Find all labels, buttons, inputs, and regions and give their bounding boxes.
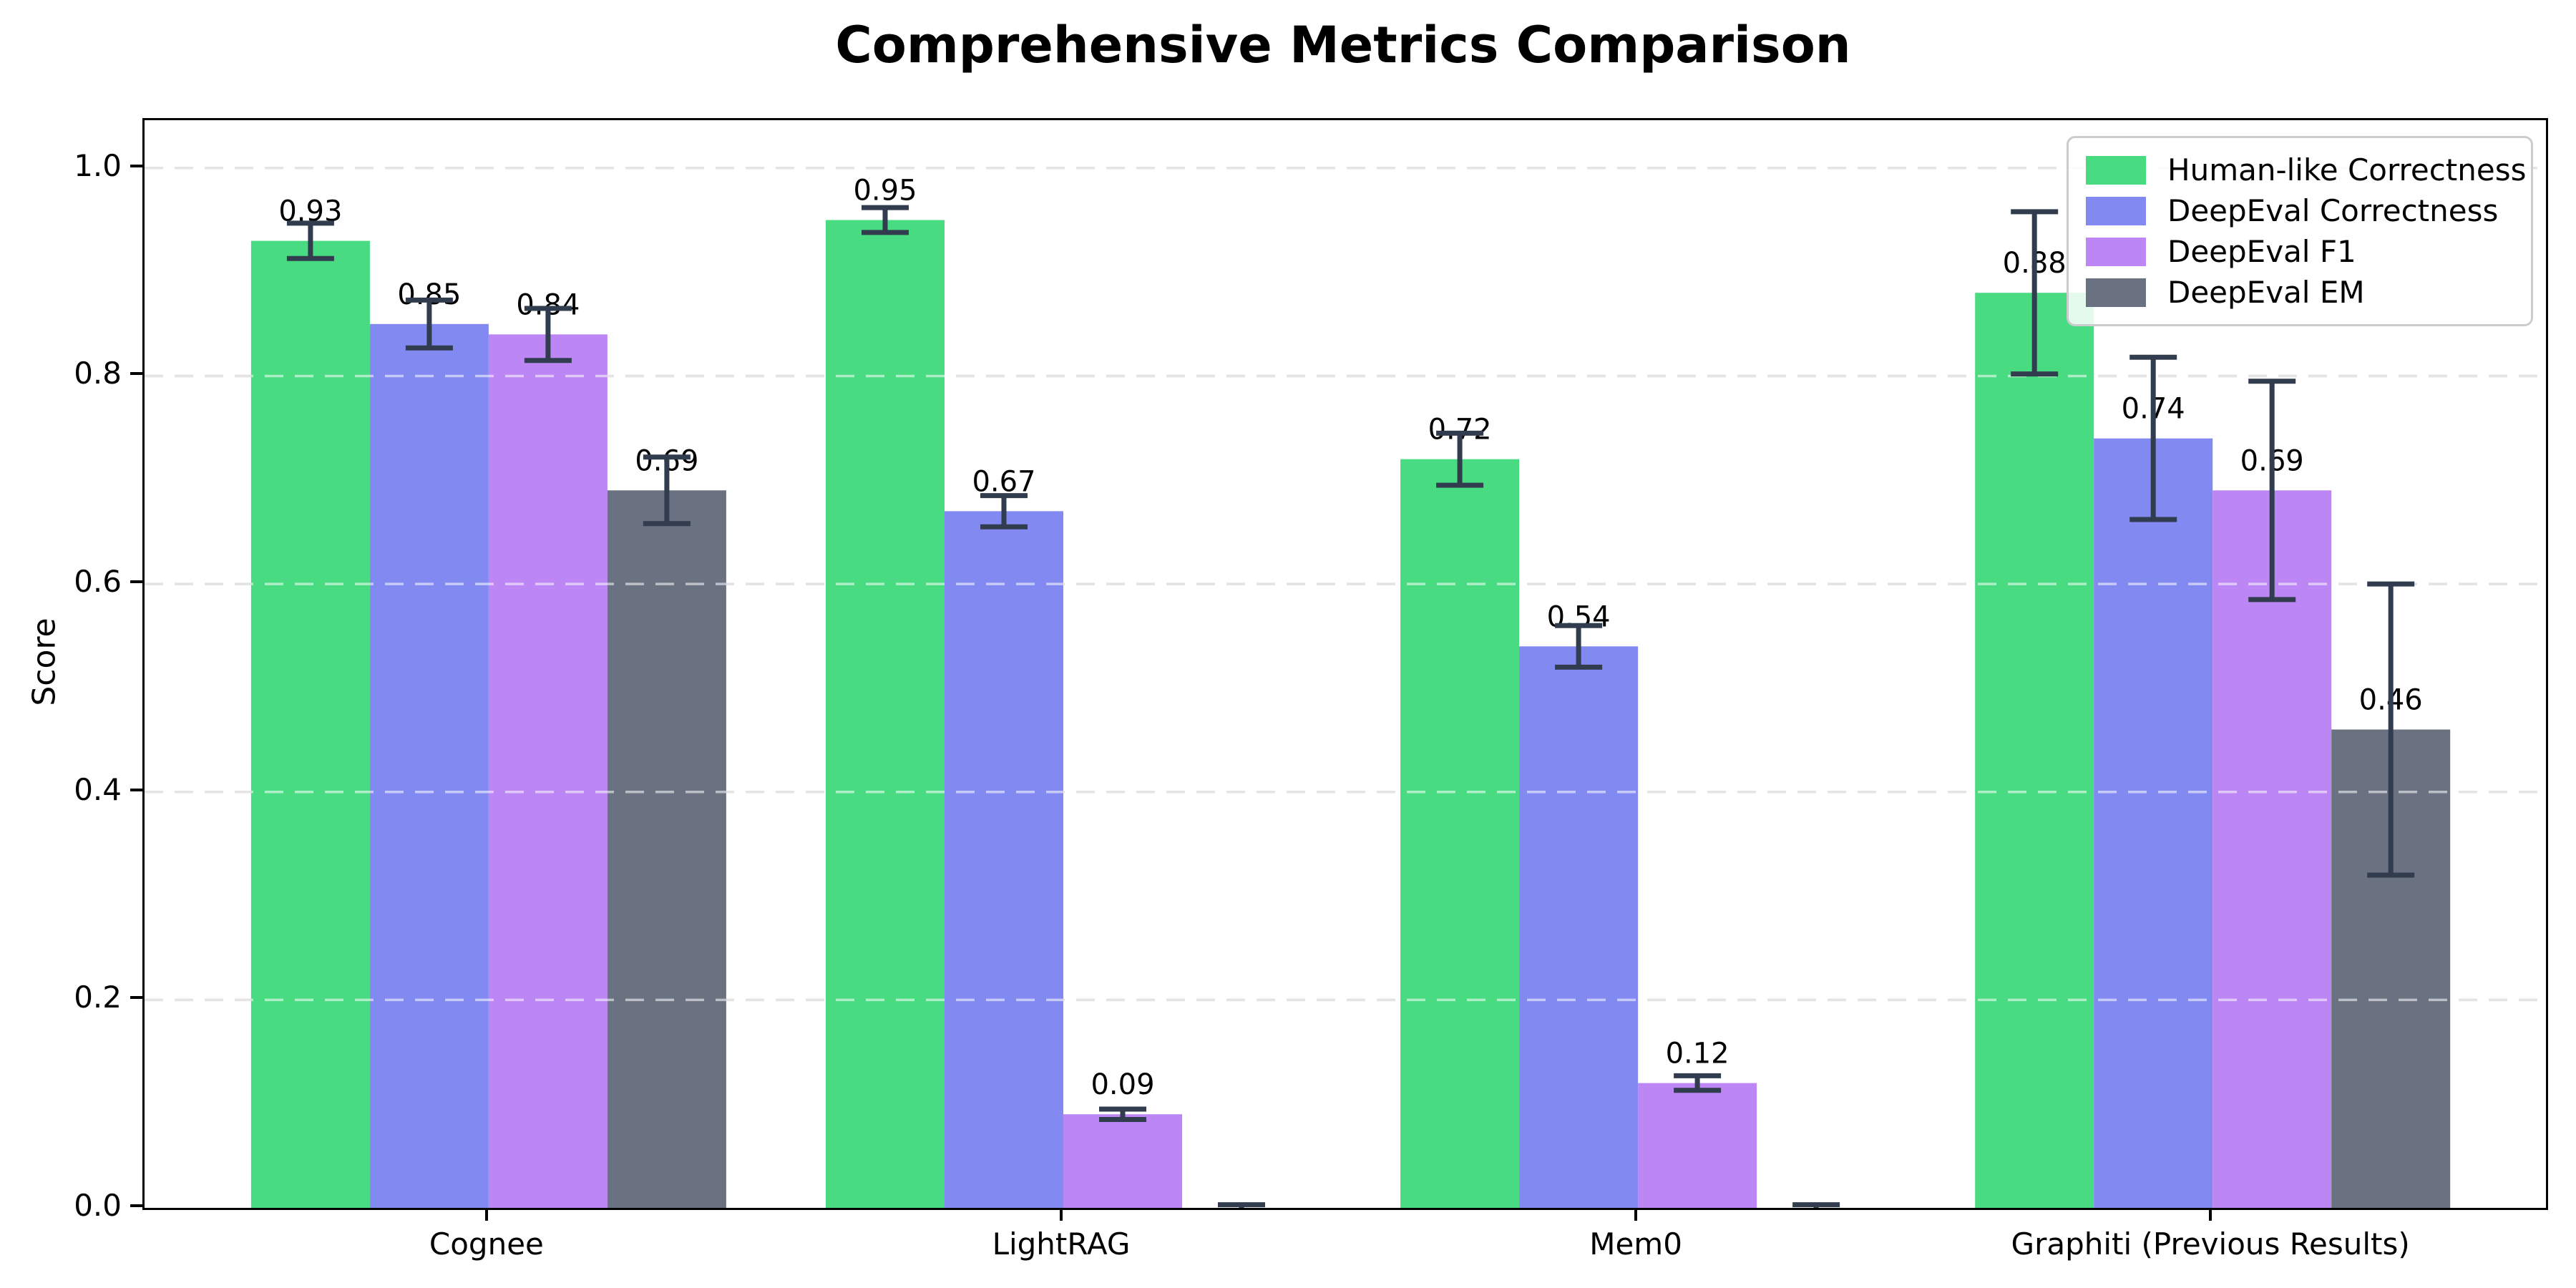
- error-bar: [980, 493, 1028, 530]
- x-tick-mark: [1060, 1208, 1063, 1221]
- legend-label: DeepEval EM: [2167, 275, 2365, 310]
- y-axis-label: Score: [26, 618, 63, 706]
- y-tick-label: 0.0: [74, 1188, 122, 1223]
- x-tick-label: Cognee: [429, 1226, 544, 1262]
- bar: [1638, 1083, 1757, 1208]
- y-tick-mark: [130, 580, 143, 584]
- y-tick-label: 0.6: [74, 564, 122, 600]
- error-bar: [1218, 1202, 1266, 1208]
- bar: [1975, 293, 2094, 1208]
- error-bar: [862, 205, 909, 235]
- error-bar: [1099, 1106, 1147, 1122]
- bar-value-label: 0.09: [1091, 1068, 1154, 1101]
- error-bar: [643, 454, 691, 527]
- error-bar: [2248, 379, 2296, 602]
- bar: [369, 323, 489, 1208]
- plot-area: 0.930.950.720.880.850.670.540.740.840.09…: [142, 118, 2548, 1210]
- y-tick-label: 0.4: [74, 771, 122, 807]
- legend-label: Human-like Correctness: [2167, 152, 2527, 187]
- y-tick-mark: [130, 996, 143, 1000]
- x-tick-label: Graphiti (Previous Results): [2011, 1226, 2410, 1262]
- bar: [250, 240, 370, 1208]
- error-bar: [2011, 209, 2059, 377]
- legend-item: Human-like Correctness: [2086, 150, 2527, 190]
- error-bar: [1436, 430, 1484, 488]
- legend-swatch: [2086, 237, 2146, 266]
- y-tick-label: 0.8: [74, 356, 122, 391]
- error-bar: [1555, 623, 1603, 670]
- bar: [1519, 646, 1639, 1208]
- x-tick-mark: [484, 1208, 488, 1221]
- bar-value-label: 0.12: [1666, 1038, 1729, 1070]
- bar: [1063, 1114, 1182, 1208]
- legend-swatch: [2086, 196, 2146, 225]
- bar: [607, 490, 726, 1208]
- y-tick-mark: [130, 1204, 143, 1207]
- error-bar: [1674, 1073, 1722, 1093]
- x-tick-mark: [1634, 1208, 1638, 1221]
- error-bar: [2129, 354, 2177, 522]
- y-tick-mark: [130, 164, 143, 167]
- x-tick-label: LightRAG: [992, 1226, 1131, 1262]
- bar: [826, 220, 945, 1208]
- error-bar: [405, 297, 453, 351]
- legend-swatch: [2086, 155, 2146, 185]
- chart-title: Comprehensive Metrics Comparison: [835, 16, 1851, 74]
- legend-item: DeepEval F1: [2086, 231, 2514, 272]
- bar-value-label: 0.67: [972, 465, 1035, 498]
- legend: Human-like Correctness DeepEval Correctne…: [2067, 136, 2533, 326]
- bar-value-label: 0.95: [853, 175, 917, 208]
- error-bar: [524, 306, 572, 364]
- bar: [2094, 438, 2213, 1208]
- error-bar: [286, 220, 334, 261]
- error-bar: [1792, 1202, 1840, 1208]
- x-tick-label: Mem0: [1589, 1226, 1682, 1262]
- legend-label: DeepEval F1: [2167, 234, 2356, 269]
- legend-item: DeepEval Correctness: [2086, 190, 2514, 231]
- y-tick-label: 1.0: [74, 147, 122, 183]
- y-tick-mark: [130, 788, 143, 791]
- bar: [1400, 459, 1520, 1208]
- bar: [488, 334, 608, 1208]
- bar: [945, 511, 1063, 1208]
- y-tick-label: 0.2: [74, 980, 122, 1015]
- x-tick-mark: [2209, 1208, 2212, 1221]
- bar: [2212, 490, 2332, 1208]
- y-tick-mark: [130, 372, 143, 376]
- legend-swatch: [2086, 278, 2146, 307]
- chart-canvas: 0.930.950.720.880.850.670.540.740.840.09…: [145, 167, 2546, 1208]
- legend-item: DeepEval EM: [2086, 272, 2514, 313]
- legend-label: DeepEval Correctness: [2167, 193, 2499, 228]
- error-bar: [2367, 581, 2415, 878]
